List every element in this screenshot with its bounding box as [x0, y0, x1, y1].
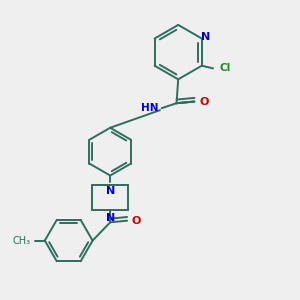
Text: N: N	[106, 186, 115, 196]
Text: Cl: Cl	[219, 63, 230, 74]
Text: HN: HN	[141, 103, 158, 113]
Text: O: O	[199, 97, 208, 106]
Text: N: N	[202, 32, 211, 42]
Text: CH₃: CH₃	[13, 236, 31, 246]
Text: O: O	[132, 216, 141, 226]
Text: N: N	[106, 213, 115, 223]
